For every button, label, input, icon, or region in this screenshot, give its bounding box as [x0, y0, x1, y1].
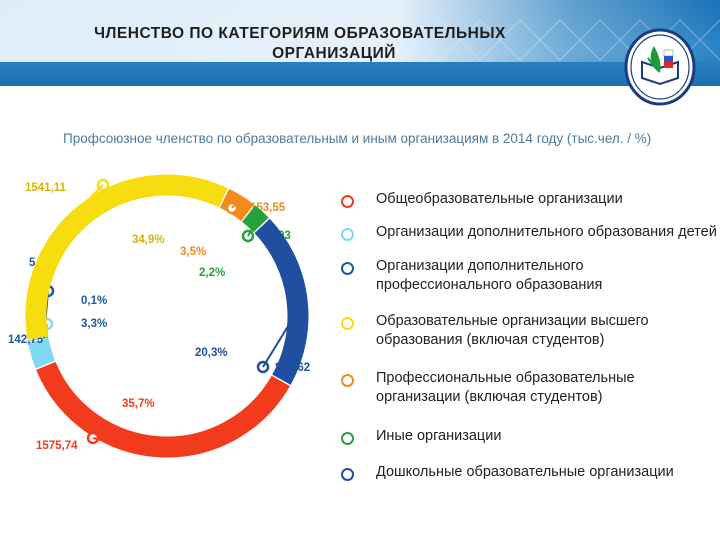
- legend-marker-icon: [341, 374, 354, 387]
- legend-label: Иные организации: [376, 428, 502, 444]
- slice-callout-line: [82, 184, 104, 206]
- donut-slice: [242, 205, 269, 233]
- slide-header: [0, 0, 720, 86]
- slice-percent-label: 2,2%: [199, 267, 225, 279]
- slice-percent-label: 0,1%: [81, 295, 107, 307]
- donut-slice: [254, 218, 309, 385]
- legend-marker-icon: [341, 317, 354, 330]
- slice-percent-label: 35,7%: [122, 398, 155, 410]
- slice-value-label: 1541,11: [25, 182, 67, 194]
- legend-marker-icon: [341, 468, 354, 481]
- donut-slice: [27, 338, 56, 369]
- legend-label: Профессиональные образовательные организ…: [376, 370, 635, 405]
- legend-marker-icon: [341, 228, 354, 241]
- legend-marker-icon: [341, 432, 354, 445]
- legend-label: Общеобразовательные организации: [376, 191, 623, 207]
- legend-marker-icon: [341, 262, 354, 275]
- slice-percent-label: 34,9%: [132, 234, 165, 246]
- slice-callout-line: [262, 298, 306, 368]
- legend-label: Организации дополнительного профессионал…: [376, 258, 603, 293]
- slice-percent-label: 3,5%: [180, 246, 206, 258]
- slice-callout-line: [92, 437, 159, 456]
- slice-value-label: 1575,74: [36, 440, 78, 452]
- slice-value-label: 896,62: [275, 362, 310, 374]
- slide-title-line-2: ОРГАНИЗАЦИЙ: [272, 45, 396, 62]
- legend-marker-icon: [341, 195, 354, 208]
- donut-slice: [36, 361, 290, 458]
- legend-label: Дошкольные образовательные организации: [376, 464, 674, 480]
- slide-title-line-1: ЧЛЕНСТВО ПО КАТЕГОРИЯМ ОБРАЗОВАТЕЛЬНЫХ: [94, 25, 506, 42]
- union-logo-icon: [624, 28, 696, 106]
- slice-percent-label: 3,3%: [81, 318, 107, 330]
- donut-slice: [25, 174, 228, 340]
- slice-percent-label: 20,3%: [195, 347, 228, 359]
- legend-label: Образовательные организации высшего обра…: [376, 313, 649, 348]
- legend-label: Организации дополнительного образования …: [376, 224, 717, 240]
- slice-callout-line: [247, 212, 262, 237]
- slice-callout-line: [231, 197, 242, 209]
- chart-title: Профсоюзное членство по образовательным …: [63, 131, 652, 146]
